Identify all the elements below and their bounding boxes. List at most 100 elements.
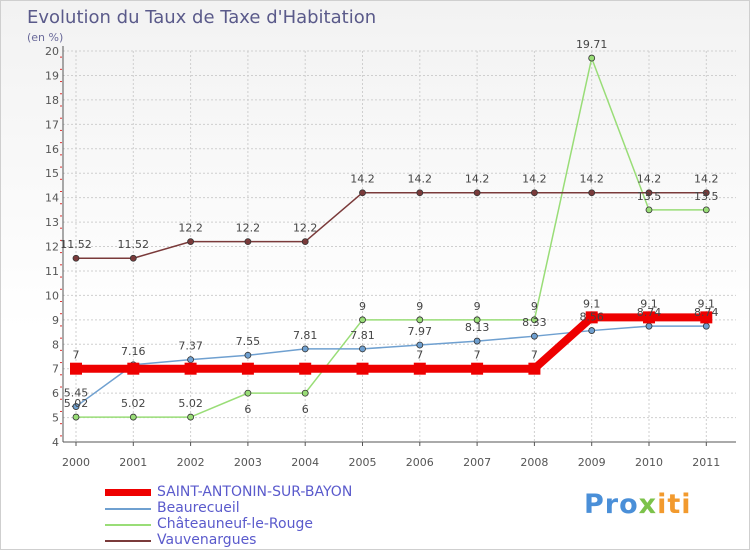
data-point xyxy=(244,238,252,246)
data-point xyxy=(588,189,596,197)
data-point xyxy=(187,238,195,246)
data-label: 13.5 xyxy=(694,190,719,203)
data-point xyxy=(416,316,424,324)
data-point xyxy=(127,362,140,375)
data-label: 9.1 xyxy=(698,297,716,310)
x-tick-label: 2000 xyxy=(62,456,90,469)
data-label: 5.02 xyxy=(178,397,203,410)
data-label: 9.1 xyxy=(583,297,601,310)
data-label: 7 xyxy=(531,349,538,362)
data-label: 8.33 xyxy=(522,316,547,329)
data-point xyxy=(301,345,309,353)
data-point xyxy=(301,389,309,397)
data-point xyxy=(645,322,653,330)
data-point xyxy=(413,362,426,375)
data-label: 14.2 xyxy=(522,173,547,186)
data-point xyxy=(700,311,713,324)
data-label: 14.2 xyxy=(350,173,375,186)
data-label: 14.2 xyxy=(408,173,433,186)
data-point xyxy=(244,389,252,397)
series-line xyxy=(75,325,708,408)
y-tick-label: 18 xyxy=(45,94,59,107)
data-label: 12.2 xyxy=(293,222,318,235)
data-point xyxy=(70,362,82,375)
y-tick-label: 10 xyxy=(45,289,59,302)
data-label: 14.2 xyxy=(579,173,604,186)
logo-part: x xyxy=(638,489,658,520)
data-point xyxy=(473,189,481,197)
data-point xyxy=(531,189,538,197)
x-tick-label: 2009 xyxy=(578,456,606,469)
data-point xyxy=(129,254,137,262)
data-label: 12.2 xyxy=(236,222,261,235)
y-tick-label: 11 xyxy=(45,265,59,278)
chart-subtitle: (en %) xyxy=(27,31,64,44)
data-point xyxy=(299,362,312,375)
proxiti-logo: Proxiti xyxy=(584,489,692,520)
x-tick-label: 2006 xyxy=(406,456,434,469)
legend-label: Vauvenargues xyxy=(157,532,257,548)
data-label: 7.37 xyxy=(178,340,203,353)
data-label: 8.74 xyxy=(694,306,719,319)
data-label: 7.97 xyxy=(408,325,433,338)
data-point xyxy=(416,341,424,349)
x-tick-label: 2007 xyxy=(463,456,491,469)
data-point xyxy=(129,413,137,421)
logo-part: Pro xyxy=(584,489,639,520)
data-point xyxy=(702,189,710,197)
x-tick-label: 2004 xyxy=(291,456,319,469)
legend-swatch-vauvenargues xyxy=(105,540,151,542)
legend-label: Beaurecueil xyxy=(157,500,240,516)
data-point xyxy=(356,362,369,375)
x-tick-label: 2002 xyxy=(177,456,205,469)
data-label: 7.16 xyxy=(121,345,146,358)
legend-swatch-chateauneuf xyxy=(105,524,151,526)
data-label: 9 xyxy=(474,300,481,313)
data-label: 8.74 xyxy=(637,306,662,319)
data-point xyxy=(531,316,538,324)
data-point xyxy=(645,206,653,214)
data-label: 6 xyxy=(302,403,309,416)
y-tick-label: 12 xyxy=(45,241,59,254)
logo-part: iti xyxy=(657,489,692,520)
data-label: 14.2 xyxy=(694,173,719,186)
data-label: 9 xyxy=(416,300,423,313)
data-point xyxy=(531,332,538,340)
data-point xyxy=(645,189,653,197)
y-tick-label: 5 xyxy=(52,412,59,425)
data-point xyxy=(72,403,80,410)
y-tick-label: 9 xyxy=(52,314,59,327)
data-point xyxy=(585,311,598,324)
data-point xyxy=(241,362,254,375)
data-label: 7 xyxy=(416,349,423,362)
data-point xyxy=(72,254,80,262)
data-label: 14.2 xyxy=(465,173,490,186)
data-point xyxy=(72,413,80,421)
data-point xyxy=(702,322,710,330)
data-point xyxy=(359,316,366,324)
data-point xyxy=(301,238,309,246)
data-label: 5.45 xyxy=(64,387,89,400)
data-point xyxy=(702,206,710,214)
data-label: 9 xyxy=(531,300,538,313)
data-point xyxy=(184,362,197,375)
x-tick-label: 2003 xyxy=(234,456,262,469)
data-label: 14.2 xyxy=(637,173,662,186)
data-label: 8.13 xyxy=(465,321,490,334)
data-point xyxy=(588,327,596,334)
data-label: 11.52 xyxy=(60,238,92,251)
legend-swatch-saint-antonin xyxy=(105,489,151,496)
data-label: 19.71 xyxy=(576,38,608,51)
data-label: 7 xyxy=(73,349,80,362)
data-point xyxy=(416,189,424,197)
y-tick-label: 13 xyxy=(45,216,59,229)
data-point xyxy=(528,362,541,375)
y-tick-label: 6 xyxy=(52,387,59,400)
x-tick-label: 2005 xyxy=(349,456,377,469)
data-point xyxy=(473,337,481,345)
y-tick-label: 8 xyxy=(52,338,59,351)
data-point xyxy=(244,351,252,359)
y-tick-label: 7 xyxy=(52,363,59,376)
